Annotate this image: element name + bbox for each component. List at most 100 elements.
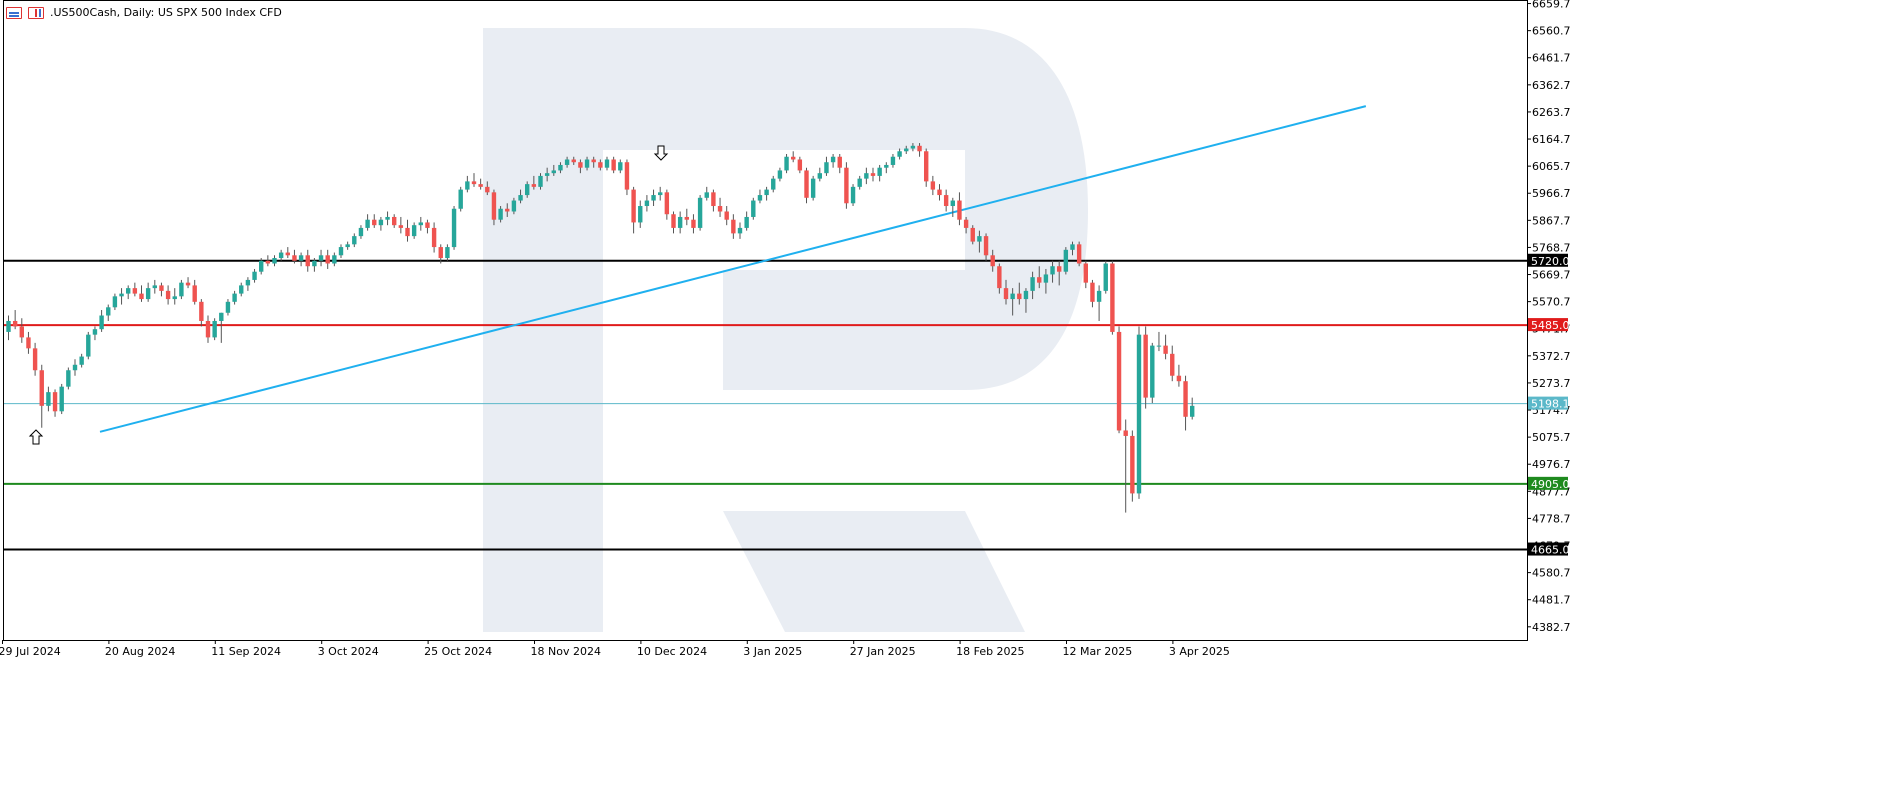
- candle-body[interactable]: [458, 189, 463, 209]
- candle-body[interactable]: [498, 208, 503, 220]
- candle-body[interactable]: [292, 255, 297, 261]
- candle-body[interactable]: [285, 252, 290, 256]
- candle-body[interactable]: [1136, 334, 1142, 494]
- candle-body[interactable]: [618, 162, 623, 171]
- candle-body[interactable]: [777, 170, 783, 179]
- candle-body[interactable]: [298, 255, 304, 261]
- candle-body[interactable]: [431, 227, 437, 248]
- candle-body[interactable]: [704, 192, 709, 198]
- candle-body[interactable]: [312, 260, 317, 267]
- candle-body[interactable]: [192, 285, 197, 302]
- candle-body[interactable]: [638, 206, 643, 223]
- candle-body[interactable]: [1070, 244, 1075, 250]
- candle-body[interactable]: [937, 189, 942, 196]
- candle-body[interactable]: [1063, 249, 1069, 272]
- candle-body[interactable]: [1110, 263, 1115, 332]
- candle-body[interactable]: [239, 285, 244, 294]
- candle-body[interactable]: [864, 173, 869, 179]
- candle-body[interactable]: [332, 255, 337, 264]
- candle-body[interactable]: [139, 293, 144, 300]
- candle-body[interactable]: [1176, 375, 1182, 382]
- candle-body[interactable]: [59, 386, 64, 412]
- candle-body[interactable]: [1130, 435, 1135, 494]
- candle-body[interactable]: [658, 192, 663, 196]
- candle-body[interactable]: [904, 148, 909, 152]
- candle-body[interactable]: [731, 219, 736, 234]
- candle-body[interactable]: [677, 216, 683, 228]
- candle-body[interactable]: [837, 156, 842, 168]
- candle-body[interactable]: [1003, 288, 1009, 300]
- candle-body[interactable]: [92, 329, 98, 335]
- candle-body[interactable]: [52, 392, 58, 412]
- candle-body[interactable]: [664, 192, 670, 215]
- candle-body[interactable]: [152, 285, 157, 289]
- candle-body[interactable]: [817, 173, 822, 179]
- candle-body[interactable]: [584, 159, 590, 168]
- candle-body[interactable]: [26, 337, 31, 349]
- candle-body[interactable]: [684, 216, 689, 220]
- candle-body[interactable]: [578, 162, 583, 168]
- candle-body[interactable]: [485, 186, 490, 193]
- candle-body[interactable]: [531, 184, 537, 187]
- candle-body[interactable]: [1183, 381, 1188, 417]
- candle-body[interactable]: [1163, 345, 1168, 354]
- candle-body[interactable]: [259, 260, 264, 272]
- candle-body[interactable]: [924, 151, 929, 182]
- candle-body[interactable]: [525, 184, 530, 196]
- candle-body[interactable]: [997, 266, 1002, 289]
- candle-body[interactable]: [797, 159, 803, 171]
- candle-body[interactable]: [185, 282, 191, 286]
- candle-body[interactable]: [491, 192, 497, 220]
- candle-body[interactable]: [132, 288, 138, 294]
- candle-body[interactable]: [1190, 405, 1195, 417]
- chart-icon[interactable]: [28, 6, 44, 19]
- candle-body[interactable]: [910, 145, 916, 149]
- candle-body[interactable]: [438, 247, 443, 259]
- candle-body[interactable]: [804, 170, 809, 198]
- candle-body[interactable]: [1150, 345, 1155, 398]
- candle-body[interactable]: [963, 219, 969, 228]
- candle-body[interactable]: [352, 236, 357, 245]
- candle-body[interactable]: [1083, 263, 1088, 283]
- candle-body[interactable]: [265, 260, 271, 264]
- candle-body[interactable]: [46, 392, 51, 406]
- candle-body[interactable]: [598, 162, 603, 168]
- candle-body[interactable]: [518, 195, 523, 201]
- candle-body[interactable]: [418, 222, 423, 226]
- candle-body[interactable]: [465, 181, 470, 190]
- candle-body[interactable]: [810, 178, 816, 198]
- candle-body[interactable]: [212, 320, 217, 338]
- candle-body[interactable]: [179, 282, 184, 297]
- candle-body[interactable]: [1156, 345, 1162, 347]
- candle-body[interactable]: [611, 159, 616, 171]
- candle-body[interactable]: [930, 181, 936, 190]
- candle-body[interactable]: [1103, 263, 1108, 291]
- candle-body[interactable]: [112, 296, 118, 308]
- candle-body[interactable]: [717, 206, 723, 212]
- candle-body[interactable]: [644, 200, 650, 207]
- candle-body[interactable]: [232, 293, 237, 302]
- candle-body[interactable]: [771, 178, 776, 190]
- candle-body[interactable]: [651, 195, 656, 201]
- candle-body[interactable]: [358, 227, 364, 237]
- candle-body[interactable]: [1076, 244, 1082, 264]
- candle-body[interactable]: [591, 159, 596, 163]
- candle-body[interactable]: [830, 156, 836, 163]
- candle-body[interactable]: [1090, 282, 1095, 302]
- candle-body[interactable]: [950, 200, 955, 207]
- candle-body[interactable]: [897, 151, 902, 157]
- candle-body[interactable]: [604, 159, 610, 168]
- candle-body[interactable]: [278, 252, 284, 259]
- candle-body[interactable]: [66, 370, 71, 387]
- candle-body[interactable]: [970, 227, 975, 242]
- candle-body[interactable]: [1017, 293, 1022, 300]
- candle-body[interactable]: [1030, 277, 1035, 291]
- candle-body[interactable]: [711, 192, 716, 207]
- candle-body[interactable]: [990, 255, 995, 267]
- candle-body[interactable]: [983, 236, 989, 256]
- candle-body[interactable]: [165, 290, 171, 300]
- candle-body[interactable]: [372, 219, 377, 226]
- candle-body[interactable]: [272, 258, 277, 264]
- candle-body[interactable]: [1050, 266, 1055, 275]
- candle-body[interactable]: [764, 189, 769, 196]
